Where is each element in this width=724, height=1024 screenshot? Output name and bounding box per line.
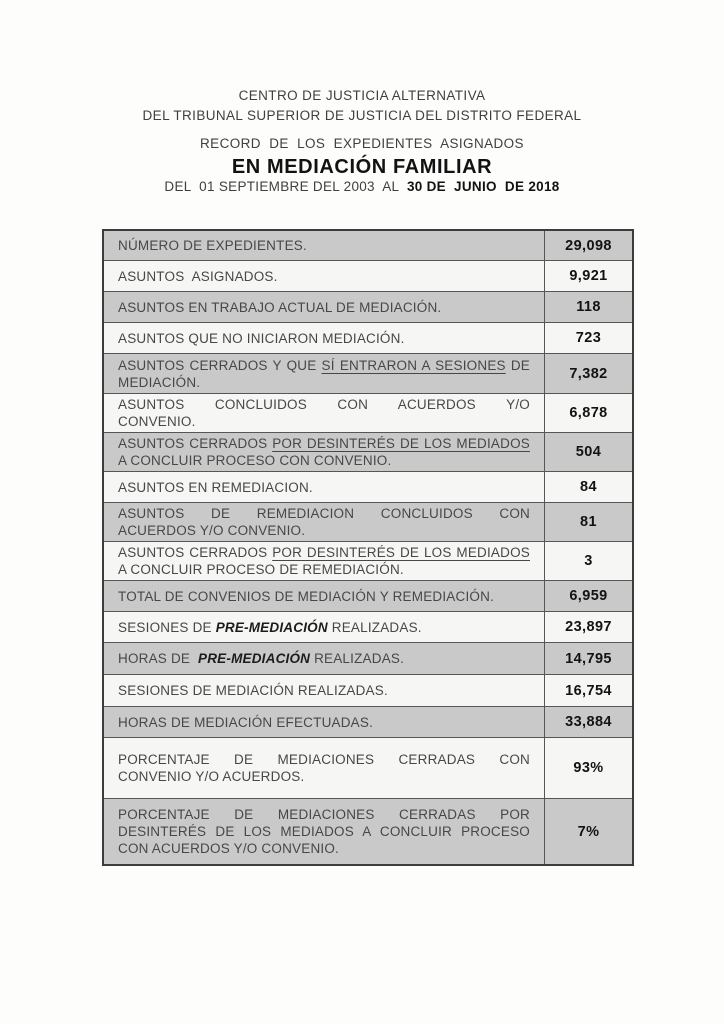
page-title: EN MEDIACIÓN FAMILIAR: [231, 156, 493, 178]
row-label: ASUNTOS DE REMEDIACION CONCLUIDOS CON ACU…: [104, 503, 544, 541]
table-row: ASUNTOS DE REMEDIACION CONCLUIDOS CON ACU…: [104, 503, 632, 542]
underlined-phrase: POR DESINTERÉS DE LOS MEDIADOS: [272, 545, 530, 560]
table-row: ASUNTOS ASIGNADOS. 9,921: [104, 261, 632, 292]
date-range-prefix: DEL 01 SEPTIEMBRE DEL 2003 AL: [164, 179, 407, 194]
date-range: DEL 01 SEPTIEMBRE DEL 2003 AL 30 DE JUNI…: [0, 179, 724, 195]
label-line: SESIONES DE PRE-MEDIACIÓN REALIZADAS.: [118, 619, 530, 636]
table-row: HORAS DE MEDIACIÓN EFECTUADAS. 33,884: [104, 707, 632, 738]
underlined-phrase: SÍ ENTRARON A SESIONES: [321, 357, 506, 373]
table-row: PORCENTAJE DE MEDIACIONES CERRADAS CON CO…: [104, 738, 632, 799]
row-value: 33,884: [544, 707, 632, 737]
row-label: ASUNTOS EN TRABAJO ACTUAL DE MEDIACIÓN.: [118, 299, 442, 315]
table-row: ASUNTOS CERRADOS POR DESINTERÉS DE LOS M…: [104, 433, 632, 472]
row-label: ASUNTOS CERRADOS POR DESINTERÉS DE LOS M…: [104, 433, 544, 471]
label-text: REALIZADAS.: [327, 619, 422, 635]
pre-mediacion-emphasis: PRE-MEDIACIÓN: [215, 619, 328, 635]
label-line: ASUNTOS CERRADOS POR DESINTERÉS DE LOS M…: [118, 544, 530, 561]
org-line-2: DEL TRIBUNAL SUPERIOR DE JUSTICIA DEL DI…: [142, 108, 582, 123]
table-row: HORAS DE PRE-MEDIACIÓN REALIZADAS. 14,79…: [104, 643, 632, 675]
row-label: HORAS DE PRE-MEDIACIÓN REALIZADAS.: [104, 643, 544, 674]
row-label: ASUNTOS QUE NO INICIARON MEDIACIÓN.: [118, 330, 405, 346]
label-line: MEDIACIÓN.: [118, 374, 201, 390]
row-value: 23,897: [544, 612, 632, 642]
row-label: ASUNTOS CONCLUIDOS CON ACUERDOS Y/O CONVE…: [104, 394, 544, 432]
label-line: DESINTERÉS DE LOS MEDIADOS A CONCLUIR PR…: [118, 824, 530, 839]
row-value: 723: [544, 323, 632, 353]
label-line: PORCENTAJE DE MEDIACIONES CERRADAS CON: [118, 752, 530, 767]
row-label: ASUNTOS CERRADOS Y QUE SÍ ENTRARON A SES…: [104, 354, 544, 393]
table-row: SESIONES DE PRE-MEDIACIÓN REALIZADAS. 23…: [104, 612, 632, 643]
label-text: ASUNTOS CERRADOS Y QUE: [118, 357, 322, 373]
table-row: ASUNTOS CERRADOS POR DESINTERÉS DE LOS M…: [104, 542, 632, 581]
label-line: ASUNTOS CERRADOS POR DESINTERÉS DE LOS M…: [118, 435, 530, 452]
row-value: 7%: [544, 799, 632, 864]
row-label: HORAS DE MEDIACIÓN EFECTUADAS.: [118, 714, 374, 730]
label-text: REALIZADAS.: [310, 651, 405, 666]
row-label: PORCENTAJE DE MEDIACIONES CERRADAS CON CO…: [104, 738, 544, 798]
row-value: 7,382: [544, 354, 632, 393]
row-value: 6,878: [544, 394, 632, 432]
label-text: DE: [505, 357, 530, 373]
label-line: PORCENTAJE DE MEDIACIONES CERRADAS POR: [118, 807, 530, 822]
row-label: TOTAL DE CONVENIOS DE MEDIACIÓN Y REMEDI…: [118, 588, 495, 604]
row-label: NÚMERO DE EXPEDIENTES.: [118, 238, 307, 253]
row-label: SESIONES DE PRE-MEDIACIÓN REALIZADAS.: [104, 612, 544, 642]
table-row: TOTAL DE CONVENIOS DE MEDIACIÓN Y REMEDI…: [104, 581, 632, 612]
label-text: ASUNTOS CERRADOS: [118, 545, 273, 560]
label-line: ASUNTOS CONCLUIDOS CON ACUERDOS Y/O: [118, 397, 530, 412]
row-value: 3: [544, 542, 632, 580]
table-row: ASUNTOS CERRADOS Y QUE SÍ ENTRARON A SES…: [104, 354, 632, 394]
label-text: HORAS DE: [118, 651, 199, 666]
label-text: ASUNTOS CERRADOS: [118, 436, 273, 451]
table-row: ASUNTOS QUE NO INICIARON MEDIACIÓN. 723: [104, 323, 632, 354]
row-value: 29,098: [544, 231, 632, 260]
row-label: ASUNTOS ASIGNADOS.: [118, 268, 278, 284]
row-label: ASUNTOS CERRADOS POR DESINTERÉS DE LOS M…: [104, 542, 544, 580]
table-row: ASUNTOS EN REMEDIACION. 84: [104, 472, 632, 503]
row-value: 504: [544, 433, 632, 471]
label-line: ASUNTOS CERRADOS Y QUE SÍ ENTRARON A SES…: [118, 357, 530, 374]
label-line: HORAS DE PRE-MEDIACIÓN REALIZADAS.: [118, 650, 530, 667]
label-line: A CONCLUIR PROCESO CON CONVENIO.: [118, 453, 392, 468]
table-row: SESIONES DE MEDIACIÓN REALIZADAS. 16,754: [104, 675, 632, 707]
label-line: ACUERDOS Y/O CONVENIO.: [118, 523, 306, 538]
table-row: ASUNTOS EN TRABAJO ACTUAL DE MEDIACIÓN. …: [104, 292, 632, 323]
row-label: SESIONES DE MEDIACIÓN REALIZADAS.: [118, 683, 388, 698]
stats-table: NÚMERO DE EXPEDIENTES. 29,098 ASUNTOS AS…: [102, 229, 634, 866]
row-value: 93%: [544, 738, 632, 798]
label-line: ASUNTOS DE REMEDIACION CONCLUIDOS CON: [118, 506, 530, 521]
row-value: 6,959: [544, 581, 632, 611]
label-line: CONVENIO Y/O ACUERDOS.: [118, 769, 305, 784]
label-line: CON ACUERDOS Y/O CONVENIO.: [118, 841, 339, 856]
pre-mediacion-emphasis: PRE-MEDIACIÓN: [198, 651, 311, 666]
row-value: 84: [544, 472, 632, 502]
row-value: 14,795: [544, 643, 632, 674]
org-line-1: CENTRO DE JUSTICIA ALTERNATIVA: [238, 88, 486, 103]
label-line: CONVENIO.: [118, 414, 196, 429]
record-subtitle: RECORD DE LOS EXPEDIENTES ASIGNADOS: [200, 136, 524, 151]
row-value: 9,921: [544, 261, 632, 291]
date-range-bold: 30 DE JUNIO DE 2018: [406, 179, 560, 194]
table-row: ASUNTOS CONCLUIDOS CON ACUERDOS Y/O CONVE…: [104, 394, 632, 433]
document-header: CENTRO DE JUSTICIA ALTERNATIVA DEL TRIBU…: [0, 0, 724, 195]
table-row: PORCENTAJE DE MEDIACIONES CERRADAS POR DE…: [104, 799, 632, 864]
row-label: PORCENTAJE DE MEDIACIONES CERRADAS POR DE…: [104, 799, 544, 864]
row-value: 16,754: [544, 675, 632, 706]
underlined-phrase: POR DESINTERÉS DE LOS MEDIADOS: [272, 436, 530, 451]
label-text: SESIONES DE: [118, 619, 216, 635]
label-line: A CONCLUIR PROCESO DE REMEDIACIÓN.: [118, 562, 404, 577]
table-row: NÚMERO DE EXPEDIENTES. 29,098: [104, 231, 632, 261]
row-label: ASUNTOS EN REMEDIACION.: [118, 479, 313, 495]
row-value: 118: [544, 292, 632, 322]
row-value: 81: [544, 503, 632, 541]
